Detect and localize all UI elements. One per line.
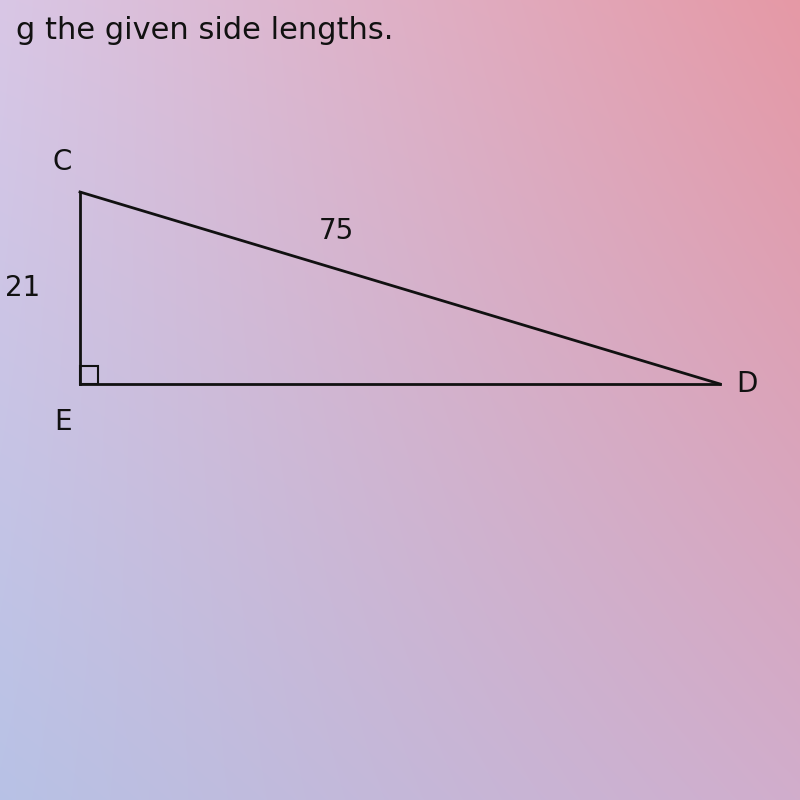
Text: C: C bbox=[53, 148, 72, 176]
Text: D: D bbox=[736, 370, 758, 398]
Text: 75: 75 bbox=[318, 217, 354, 245]
Text: E: E bbox=[54, 408, 72, 436]
Text: 21: 21 bbox=[5, 274, 40, 302]
Text: g the given side lengths.: g the given side lengths. bbox=[16, 16, 394, 45]
